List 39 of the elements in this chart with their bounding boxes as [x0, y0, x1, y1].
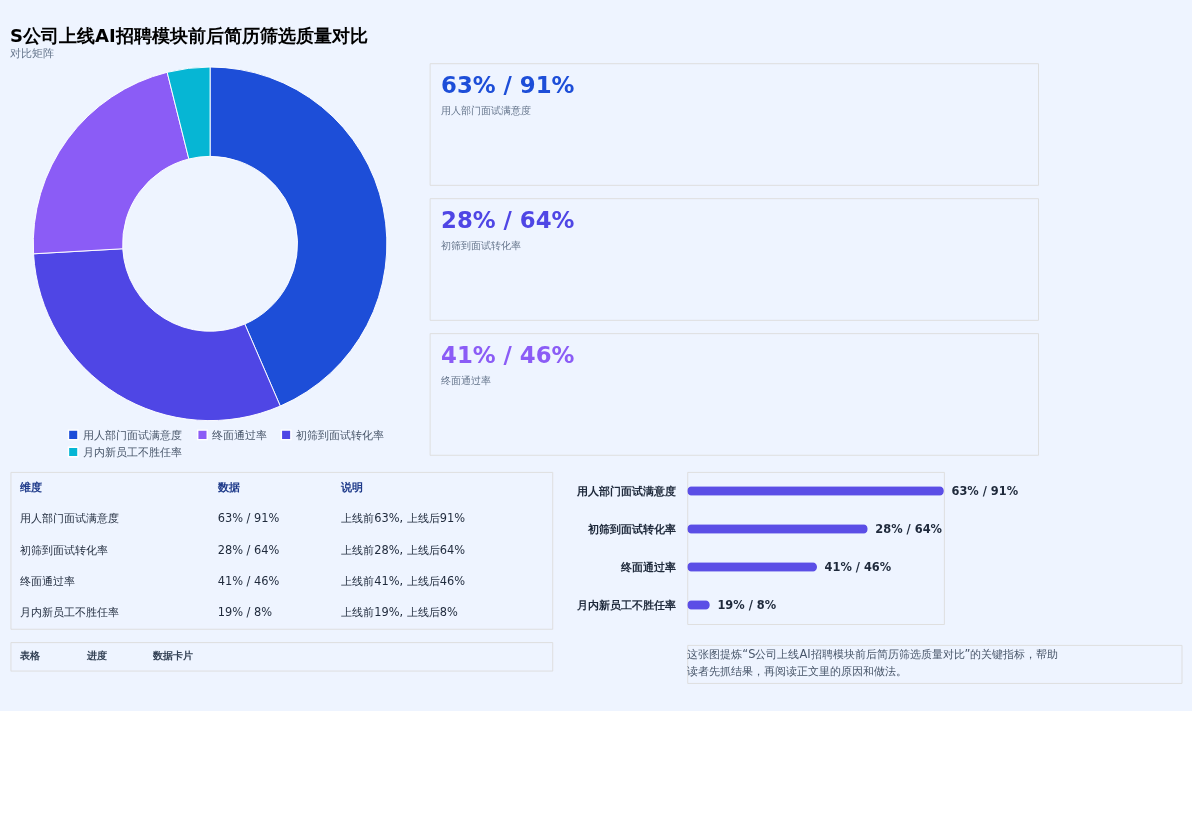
data-label: 41% / 46%: [824, 559, 892, 574]
text: 初筛到面试转化率: [441, 238, 522, 251]
text: 终面通过率: [19, 574, 75, 589]
data-label: 19% / 8%: [717, 597, 777, 612]
text: 数据卡片: [152, 649, 194, 662]
text: 数据: [216, 479, 240, 494]
legend-label: 初筛到面试转化率: [295, 427, 384, 442]
y-tick-label: 初筛到面试转化率: [587, 521, 677, 536]
legend-label: 月内新员工不胜任率: [82, 444, 182, 459]
text: 终面通过率: [441, 373, 492, 386]
data-label: 63% / 91%: [951, 483, 1019, 498]
text: 初筛到面试转化率: [19, 542, 108, 557]
text: 28% / 64%: [217, 542, 280, 557]
y-tick-label: 月内新员工不胜任率: [576, 597, 677, 612]
text: 维度: [18, 479, 42, 494]
legend-label: 终面通过率: [211, 427, 267, 442]
text: 63% / 91%: [441, 71, 575, 98]
chart-title: S公司上线AI招聘模块前后简历筛选质量对比: [9, 24, 368, 46]
text: 上线前63%, 上线后91%: [341, 511, 466, 526]
text: 用人部门面试满意度: [19, 511, 119, 526]
y-tick-label: 终面通过率: [620, 559, 677, 574]
text: 说明: [340, 479, 364, 494]
text: 19% / 8%: [217, 605, 273, 620]
text: 上线前19%, 上线后8%: [341, 605, 459, 620]
text: 上线前28%, 上线后64%: [341, 542, 466, 557]
text: 28% / 64%: [441, 206, 575, 233]
text: 41% / 46%: [217, 574, 280, 589]
text: 月内新员工不胜任率: [19, 605, 119, 620]
text: 进度: [85, 649, 107, 662]
text: 41% / 46%: [441, 341, 575, 368]
legend-label: 用人部门面试满意度: [82, 427, 182, 442]
text: 用人部门面试满意度: [441, 103, 532, 116]
text: 这张图提炼“S公司上线AI招聘模块前后简历筛选质量对比”的关键指标，帮助读者先抓结果，再阅读正文里的原因和做法。: [687, 647, 1059, 679]
text: 表格: [18, 649, 41, 662]
y-tick-label: 用人部门面试满意度: [576, 483, 677, 498]
text: 63% / 91%: [217, 511, 280, 526]
chart-subtitle: 对比矩阵: [9, 46, 54, 61]
data-label: 28% / 64%: [875, 521, 943, 536]
text: 上线前41%, 上线后46%: [341, 574, 466, 589]
